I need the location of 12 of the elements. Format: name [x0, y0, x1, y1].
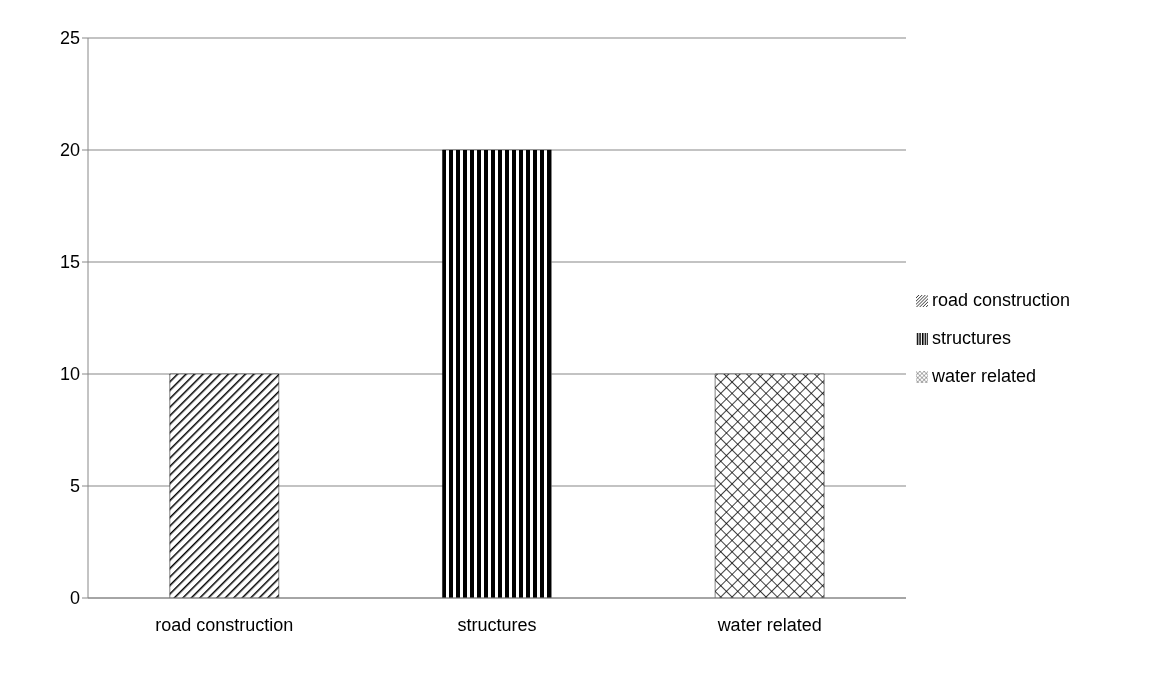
x-tick-label: structures: [457, 614, 537, 635]
y-tick-label: 25: [59, 28, 80, 49]
y-tick-label: 0: [69, 588, 80, 609]
legend-label: road construction: [932, 290, 1071, 310]
x-tick-label: road construction: [155, 614, 294, 635]
y-tick-label: 20: [59, 140, 80, 161]
y-tick-label: 5: [69, 476, 80, 497]
y-tick-label: 15: [59, 252, 80, 273]
legend-label: structures: [932, 328, 1012, 348]
y-tick-label: 10: [59, 364, 80, 385]
x-tick-label: water related: [716, 614, 822, 635]
legend-label: water related: [932, 366, 1037, 386]
